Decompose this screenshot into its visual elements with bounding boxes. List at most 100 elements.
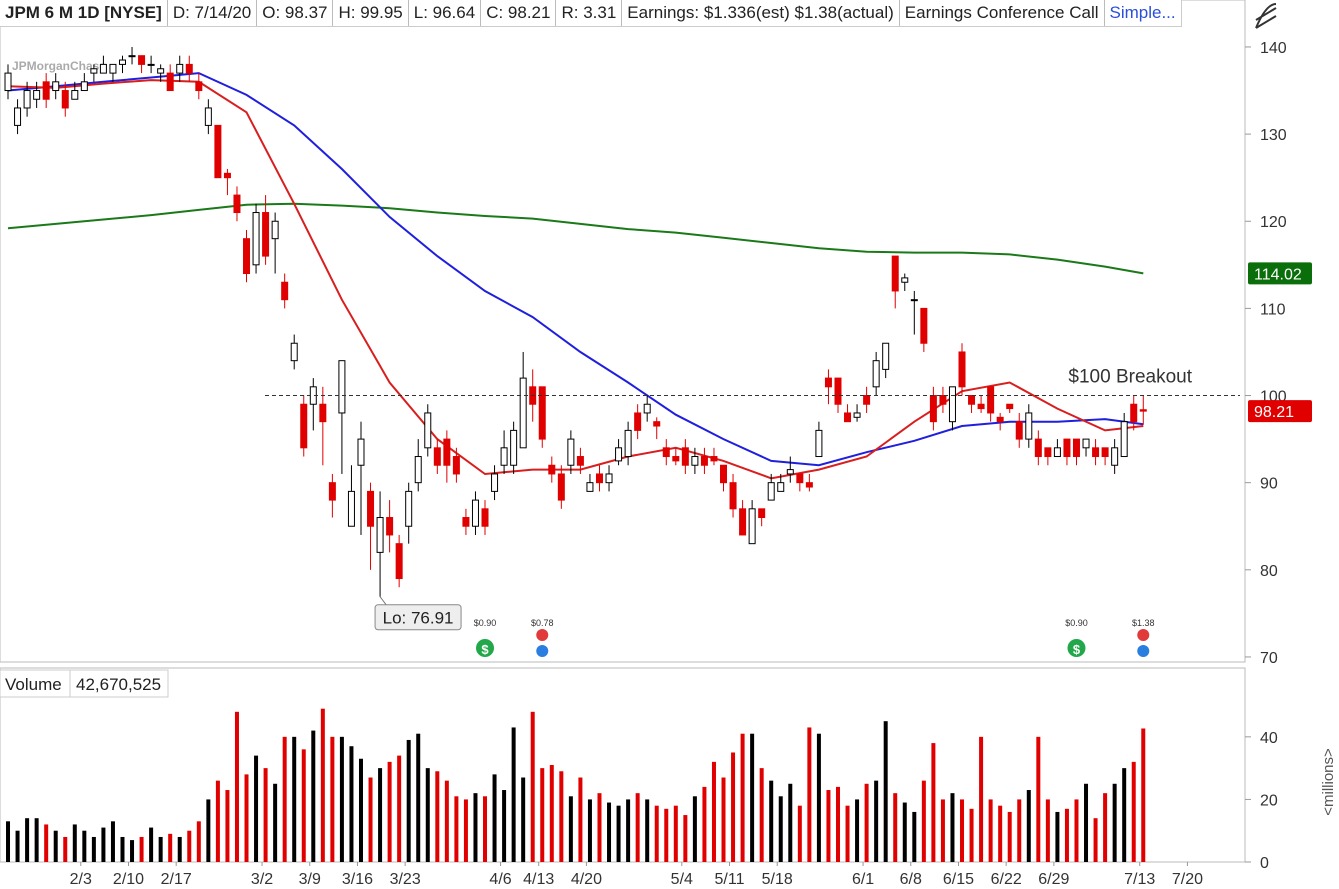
dividend-icon[interactable]: [1067, 639, 1086, 657]
volume-bar: [273, 783, 278, 862]
dividend-icon[interactable]: [476, 639, 495, 657]
volume-bar: [883, 721, 888, 862]
volume-bar: [416, 733, 421, 862]
volume-bar: [72, 824, 77, 862]
volume-bar: [1141, 728, 1146, 862]
candle-body: [71, 90, 79, 100]
volume-bar: [378, 768, 383, 862]
candle-body: [233, 194, 241, 214]
candle-body: [376, 517, 384, 553]
volume-bar: [311, 730, 316, 862]
volume-bar: [177, 836, 182, 862]
volume-bar: [82, 830, 87, 862]
candle-body: [386, 517, 394, 536]
volume-bar: [816, 733, 821, 862]
volume-bar: [578, 777, 583, 862]
chart-icon[interactable]: [1255, 3, 1277, 29]
price-tag-label: 98.21: [1254, 404, 1294, 421]
candle-body: [519, 377, 527, 449]
y-tick-label: 40: [1260, 730, 1278, 747]
candle-body: [176, 63, 184, 74]
candle-body: [538, 386, 546, 440]
volume-bar: [673, 805, 678, 862]
candle-body: [1111, 447, 1119, 466]
candle-body: [805, 482, 813, 488]
candle-body: [758, 508, 766, 519]
earnings-icon: [536, 629, 549, 641]
volume-bar: [91, 836, 96, 862]
volume-bar: [444, 780, 449, 862]
candle-body: [710, 456, 718, 462]
moving-average: [7, 202, 1144, 275]
candle-body: [281, 281, 289, 301]
x-tick-label: 6/29: [1038, 871, 1069, 888]
volume-bar: [196, 821, 201, 862]
candle-body: [1072, 438, 1080, 458]
volume-bar: [912, 811, 917, 862]
volume-bar: [1103, 793, 1108, 862]
volume-bar: [435, 771, 440, 862]
volume-bar: [702, 786, 707, 862]
volume-bar: [120, 836, 125, 862]
range: R: 3.31: [556, 0, 623, 26]
volume-bar: [759, 768, 764, 862]
volume-bar: [521, 777, 526, 862]
candle-body: [977, 403, 985, 410]
candle-body: [700, 456, 708, 466]
candle-body: [844, 412, 852, 423]
volume-bar: [292, 736, 297, 862]
candle-body: [300, 403, 308, 449]
volume-bar: [158, 836, 163, 862]
earnings-icon: [1137, 629, 1150, 641]
volume-bar: [950, 793, 955, 862]
volume-bar: [568, 796, 573, 862]
candle-body: [166, 72, 174, 92]
volume-bar: [244, 774, 249, 862]
candle-body: [720, 464, 728, 484]
volume-bar: [63, 836, 68, 862]
candle-body: [576, 456, 584, 466]
volume-bar: [635, 793, 640, 862]
volume-bar: [263, 768, 268, 862]
volume-bar: [1122, 768, 1127, 862]
y-tick-label: 120: [1260, 214, 1287, 231]
volume-bar: [616, 805, 621, 862]
candle-body: [853, 412, 861, 418]
candle-body: [987, 386, 995, 414]
volume-bar: [358, 758, 363, 862]
candle-body: [939, 395, 947, 405]
candle-body: [395, 543, 403, 580]
x-tick-label: 6/1: [852, 871, 874, 888]
candle-body: [786, 469, 794, 475]
x-tick-label: 2/10: [113, 871, 144, 888]
volume-bar: [206, 799, 211, 862]
candle-body: [891, 255, 899, 292]
volume-bar: [587, 799, 592, 862]
candle-body: [4, 72, 12, 92]
volume-bar: [1131, 761, 1136, 862]
candle-body: [834, 377, 842, 405]
volume-bar: [25, 818, 30, 862]
volume-bar: [34, 818, 39, 862]
volume-bar: [998, 805, 1003, 862]
candle-body: [109, 63, 117, 74]
candle-body: [405, 490, 413, 527]
volume-bar: [1064, 808, 1069, 862]
candle-body: [357, 438, 365, 466]
conference-call: Earnings Conference Call: [900, 0, 1105, 26]
volume-bar: [940, 799, 945, 862]
volume-bar: [254, 755, 259, 862]
volume-bar: [645, 799, 650, 862]
volume-bar: [320, 708, 325, 862]
volume-bar: [864, 783, 869, 862]
volume-bar: [139, 836, 144, 862]
candle-body: [1101, 447, 1109, 458]
x-tick-label: 2/3: [70, 871, 92, 888]
volume-bar: [855, 799, 860, 862]
volume-bar: [530, 711, 535, 862]
low: L: 96.64: [409, 0, 482, 26]
volume-bar: [511, 727, 516, 862]
candle-body: [328, 482, 336, 501]
candle-body: [662, 447, 670, 458]
overlay-link[interactable]: Simple...: [1109, 3, 1176, 22]
